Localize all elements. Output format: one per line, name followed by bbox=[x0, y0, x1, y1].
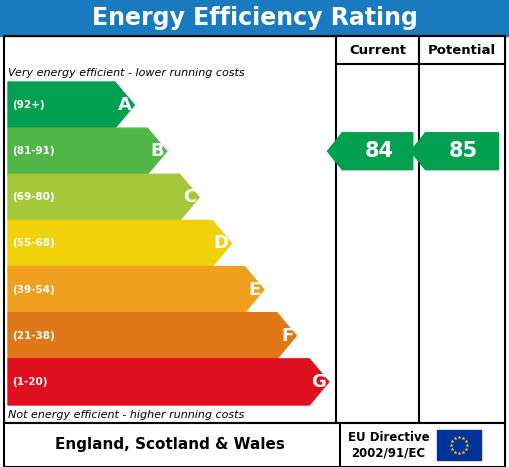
Text: E: E bbox=[249, 281, 261, 298]
Bar bbox=[336, 36, 419, 64]
Polygon shape bbox=[8, 174, 199, 220]
Text: (81-91): (81-91) bbox=[12, 146, 54, 156]
Text: D: D bbox=[213, 234, 229, 253]
Text: B: B bbox=[150, 142, 164, 160]
Polygon shape bbox=[8, 220, 232, 267]
Text: (55-68): (55-68) bbox=[12, 239, 55, 248]
Text: G: G bbox=[311, 373, 326, 391]
Text: Very energy efficient - lower running costs: Very energy efficient - lower running co… bbox=[8, 68, 245, 78]
Polygon shape bbox=[327, 133, 413, 170]
Text: Energy Efficiency Rating: Energy Efficiency Rating bbox=[92, 6, 417, 30]
Text: Current: Current bbox=[349, 43, 406, 57]
Polygon shape bbox=[8, 267, 264, 313]
Text: (21-38): (21-38) bbox=[12, 331, 55, 341]
Polygon shape bbox=[8, 128, 167, 174]
Polygon shape bbox=[411, 133, 498, 170]
Bar bbox=[0, 0, 509, 36]
Bar bbox=[4, 423, 505, 467]
Text: 84: 84 bbox=[364, 141, 393, 161]
Text: (39-54): (39-54) bbox=[12, 285, 55, 295]
Bar bbox=[437, 430, 481, 460]
Polygon shape bbox=[8, 82, 134, 128]
Text: England, Scotland & Wales: England, Scotland & Wales bbox=[55, 438, 285, 453]
Text: EU Directive
2002/91/EC: EU Directive 2002/91/EC bbox=[348, 431, 429, 459]
Text: (69-80): (69-80) bbox=[12, 192, 54, 202]
Text: C: C bbox=[183, 188, 196, 206]
Text: (1-20): (1-20) bbox=[12, 377, 47, 387]
Text: Potential: Potential bbox=[428, 43, 496, 57]
Text: A: A bbox=[118, 96, 131, 114]
Polygon shape bbox=[8, 313, 296, 359]
Polygon shape bbox=[8, 359, 329, 405]
Text: Not energy efficient - higher running costs: Not energy efficient - higher running co… bbox=[8, 410, 244, 420]
Text: 85: 85 bbox=[449, 141, 478, 161]
Text: (92+): (92+) bbox=[12, 100, 45, 110]
Bar bbox=[419, 36, 505, 64]
Bar bbox=[4, 36, 505, 423]
Text: F: F bbox=[281, 327, 293, 345]
